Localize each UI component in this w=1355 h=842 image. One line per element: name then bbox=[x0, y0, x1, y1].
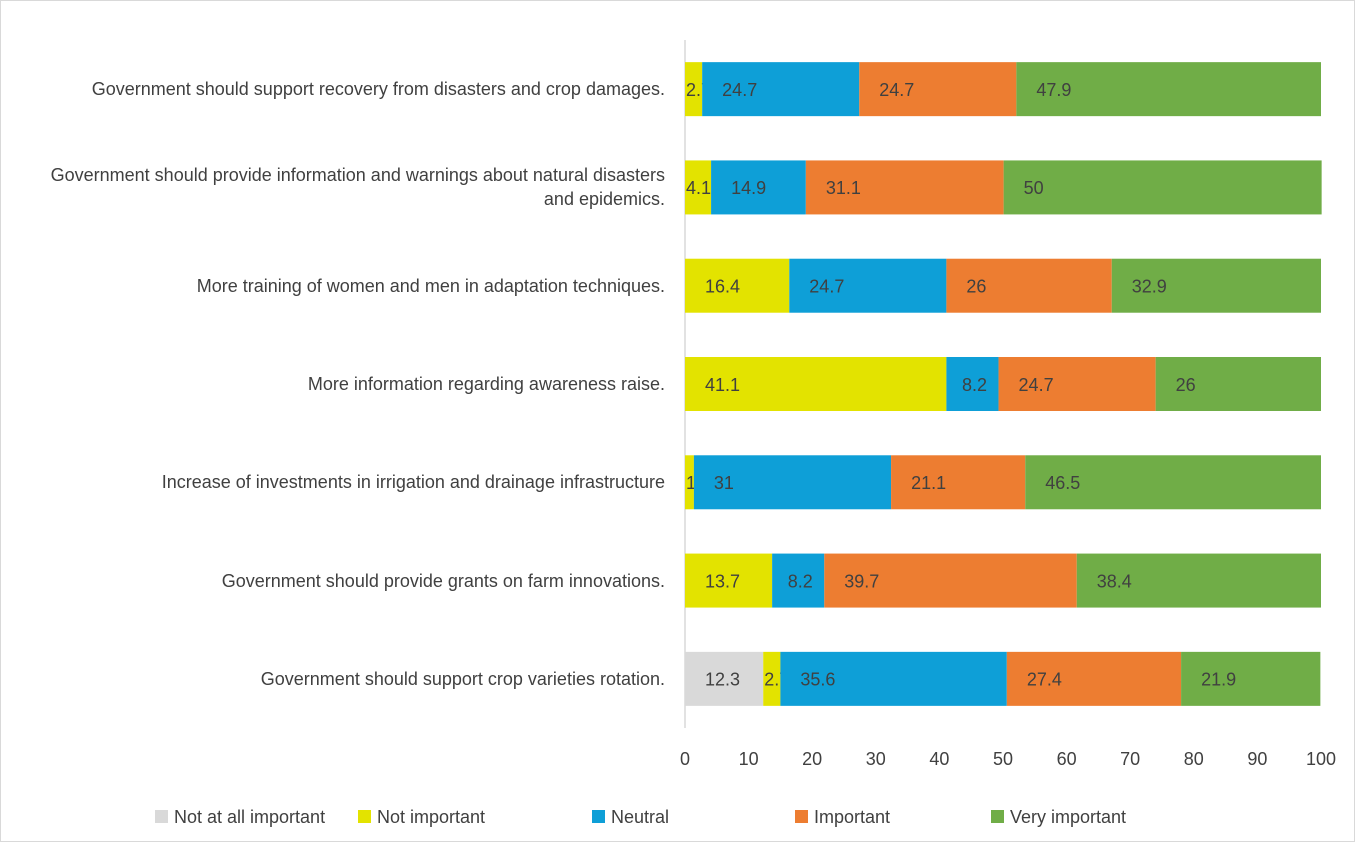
bar-segment bbox=[1025, 455, 1321, 510]
bar-segment bbox=[824, 553, 1077, 608]
data-label: 38.4 bbox=[1097, 571, 1132, 591]
legend-swatch bbox=[795, 810, 808, 823]
bar-segment bbox=[693, 455, 892, 510]
legend-swatch bbox=[592, 810, 605, 823]
data-label: 50 bbox=[1024, 178, 1044, 198]
bar-segment bbox=[685, 651, 764, 706]
bar-segment bbox=[1155, 357, 1321, 411]
bar-segment bbox=[1016, 62, 1321, 117]
legend-label: Neutral bbox=[611, 807, 669, 827]
legend-label: Not important bbox=[377, 807, 485, 827]
data-label: 8.2 bbox=[788, 571, 813, 591]
x-tick-label: 90 bbox=[1247, 749, 1267, 769]
bar-segment bbox=[702, 62, 860, 117]
bar-segment bbox=[1006, 651, 1182, 706]
bar-segment bbox=[685, 160, 712, 215]
data-label: 39.7 bbox=[844, 571, 879, 591]
x-tick-label: 20 bbox=[802, 749, 822, 769]
data-label: 27.4 bbox=[1027, 670, 1062, 690]
x-tick-label: 80 bbox=[1184, 749, 1204, 769]
y-tick-label: Government should support crop varieties… bbox=[260, 668, 665, 689]
x-tick-label: 0 bbox=[680, 749, 690, 769]
bar-segment bbox=[805, 160, 1004, 215]
data-label: 35.6 bbox=[800, 670, 835, 690]
legend-swatch bbox=[155, 810, 168, 823]
data-label: 26 bbox=[1176, 375, 1196, 395]
bar-segment bbox=[772, 553, 825, 608]
data-label: 24.7 bbox=[1019, 375, 1054, 395]
x-tick-label: 10 bbox=[739, 749, 759, 769]
x-tick-label: 60 bbox=[1057, 749, 1077, 769]
x-tick-label: 100 bbox=[1306, 749, 1336, 769]
data-label: 41.1 bbox=[705, 375, 740, 395]
x-tick-label: 50 bbox=[993, 749, 1013, 769]
data-label: 8.2 bbox=[962, 375, 987, 395]
legend-label: Important bbox=[814, 807, 890, 827]
y-tick-label: Increase of investments in irrigation an… bbox=[161, 472, 665, 493]
data-label: 46.5 bbox=[1045, 473, 1080, 493]
bar-segment bbox=[685, 357, 947, 411]
bar-segment bbox=[1111, 258, 1321, 313]
data-label: 16.4 bbox=[705, 276, 740, 296]
data-label: 21.9 bbox=[1201, 670, 1236, 690]
x-tick-label: 30 bbox=[866, 749, 886, 769]
legend-label: Very important bbox=[1010, 807, 1126, 827]
data-label: 26 bbox=[966, 276, 986, 296]
data-label: 4.1 bbox=[686, 178, 711, 198]
bar-segment bbox=[763, 651, 781, 706]
bar-segment bbox=[711, 160, 806, 215]
data-label: 24.7 bbox=[879, 80, 914, 100]
bar-segment bbox=[685, 553, 773, 608]
x-tick-label: 40 bbox=[929, 749, 949, 769]
bar-segment bbox=[789, 258, 947, 313]
bar-segment bbox=[1076, 553, 1321, 608]
data-label: 21.1 bbox=[911, 473, 946, 493]
data-label: 31 bbox=[714, 473, 734, 493]
y-tick-label: More training of women and men in adapta… bbox=[196, 275, 665, 296]
y-tick-label: More information regarding awareness rai… bbox=[307, 374, 665, 394]
data-label: 14.9 bbox=[731, 178, 766, 198]
bar-segment bbox=[1003, 160, 1322, 215]
data-label: 32.9 bbox=[1132, 276, 1167, 296]
bar-segment bbox=[859, 62, 1017, 117]
bar-segment bbox=[685, 258, 790, 313]
x-tick-label: 70 bbox=[1120, 749, 1140, 769]
y-tick-label: Government should provide information an… bbox=[50, 165, 665, 210]
data-label: 47.9 bbox=[1036, 80, 1071, 100]
bar-segment bbox=[780, 651, 1007, 706]
bar-segment bbox=[1181, 651, 1321, 706]
legend-swatch bbox=[991, 810, 1004, 823]
bar-segment bbox=[685, 62, 703, 117]
y-tick-label: Government should support recovery from … bbox=[91, 79, 665, 100]
y-tick-label: Government should provide grants on farm… bbox=[221, 570, 665, 591]
bar-segment bbox=[685, 455, 694, 510]
bar-segment bbox=[946, 258, 1112, 313]
bar-segment bbox=[891, 455, 1026, 510]
bar-segment bbox=[946, 357, 999, 411]
data-label: 31.1 bbox=[826, 178, 861, 198]
data-label: 13.7 bbox=[705, 571, 740, 591]
data-label: 24.7 bbox=[809, 276, 844, 296]
data-label: 24.7 bbox=[722, 80, 757, 100]
legend-label: Not at all important bbox=[174, 807, 325, 827]
data-label: 12.3 bbox=[705, 670, 740, 690]
legend-swatch bbox=[358, 810, 371, 823]
bar-segment bbox=[998, 357, 1156, 411]
